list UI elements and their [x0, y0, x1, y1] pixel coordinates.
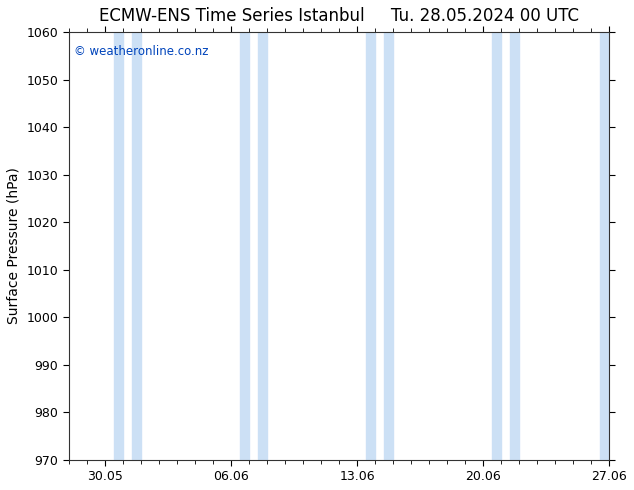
- Bar: [510, 32, 519, 460]
- Text: © weatheronline.co.nz: © weatheronline.co.nz: [74, 45, 209, 58]
- Bar: [600, 32, 609, 460]
- Bar: [240, 32, 249, 460]
- Bar: [492, 32, 501, 460]
- Title: ECMW-ENS Time Series Istanbul     Tu. 28.05.2024 00 UTC: ECMW-ENS Time Series Istanbul Tu. 28.05.…: [99, 7, 579, 25]
- Y-axis label: Surface Pressure (hPa): Surface Pressure (hPa): [7, 168, 21, 324]
- Bar: [384, 32, 393, 460]
- Bar: [618, 32, 627, 460]
- Bar: [132, 32, 141, 460]
- Bar: [366, 32, 375, 460]
- Bar: [114, 32, 123, 460]
- Bar: [258, 32, 267, 460]
